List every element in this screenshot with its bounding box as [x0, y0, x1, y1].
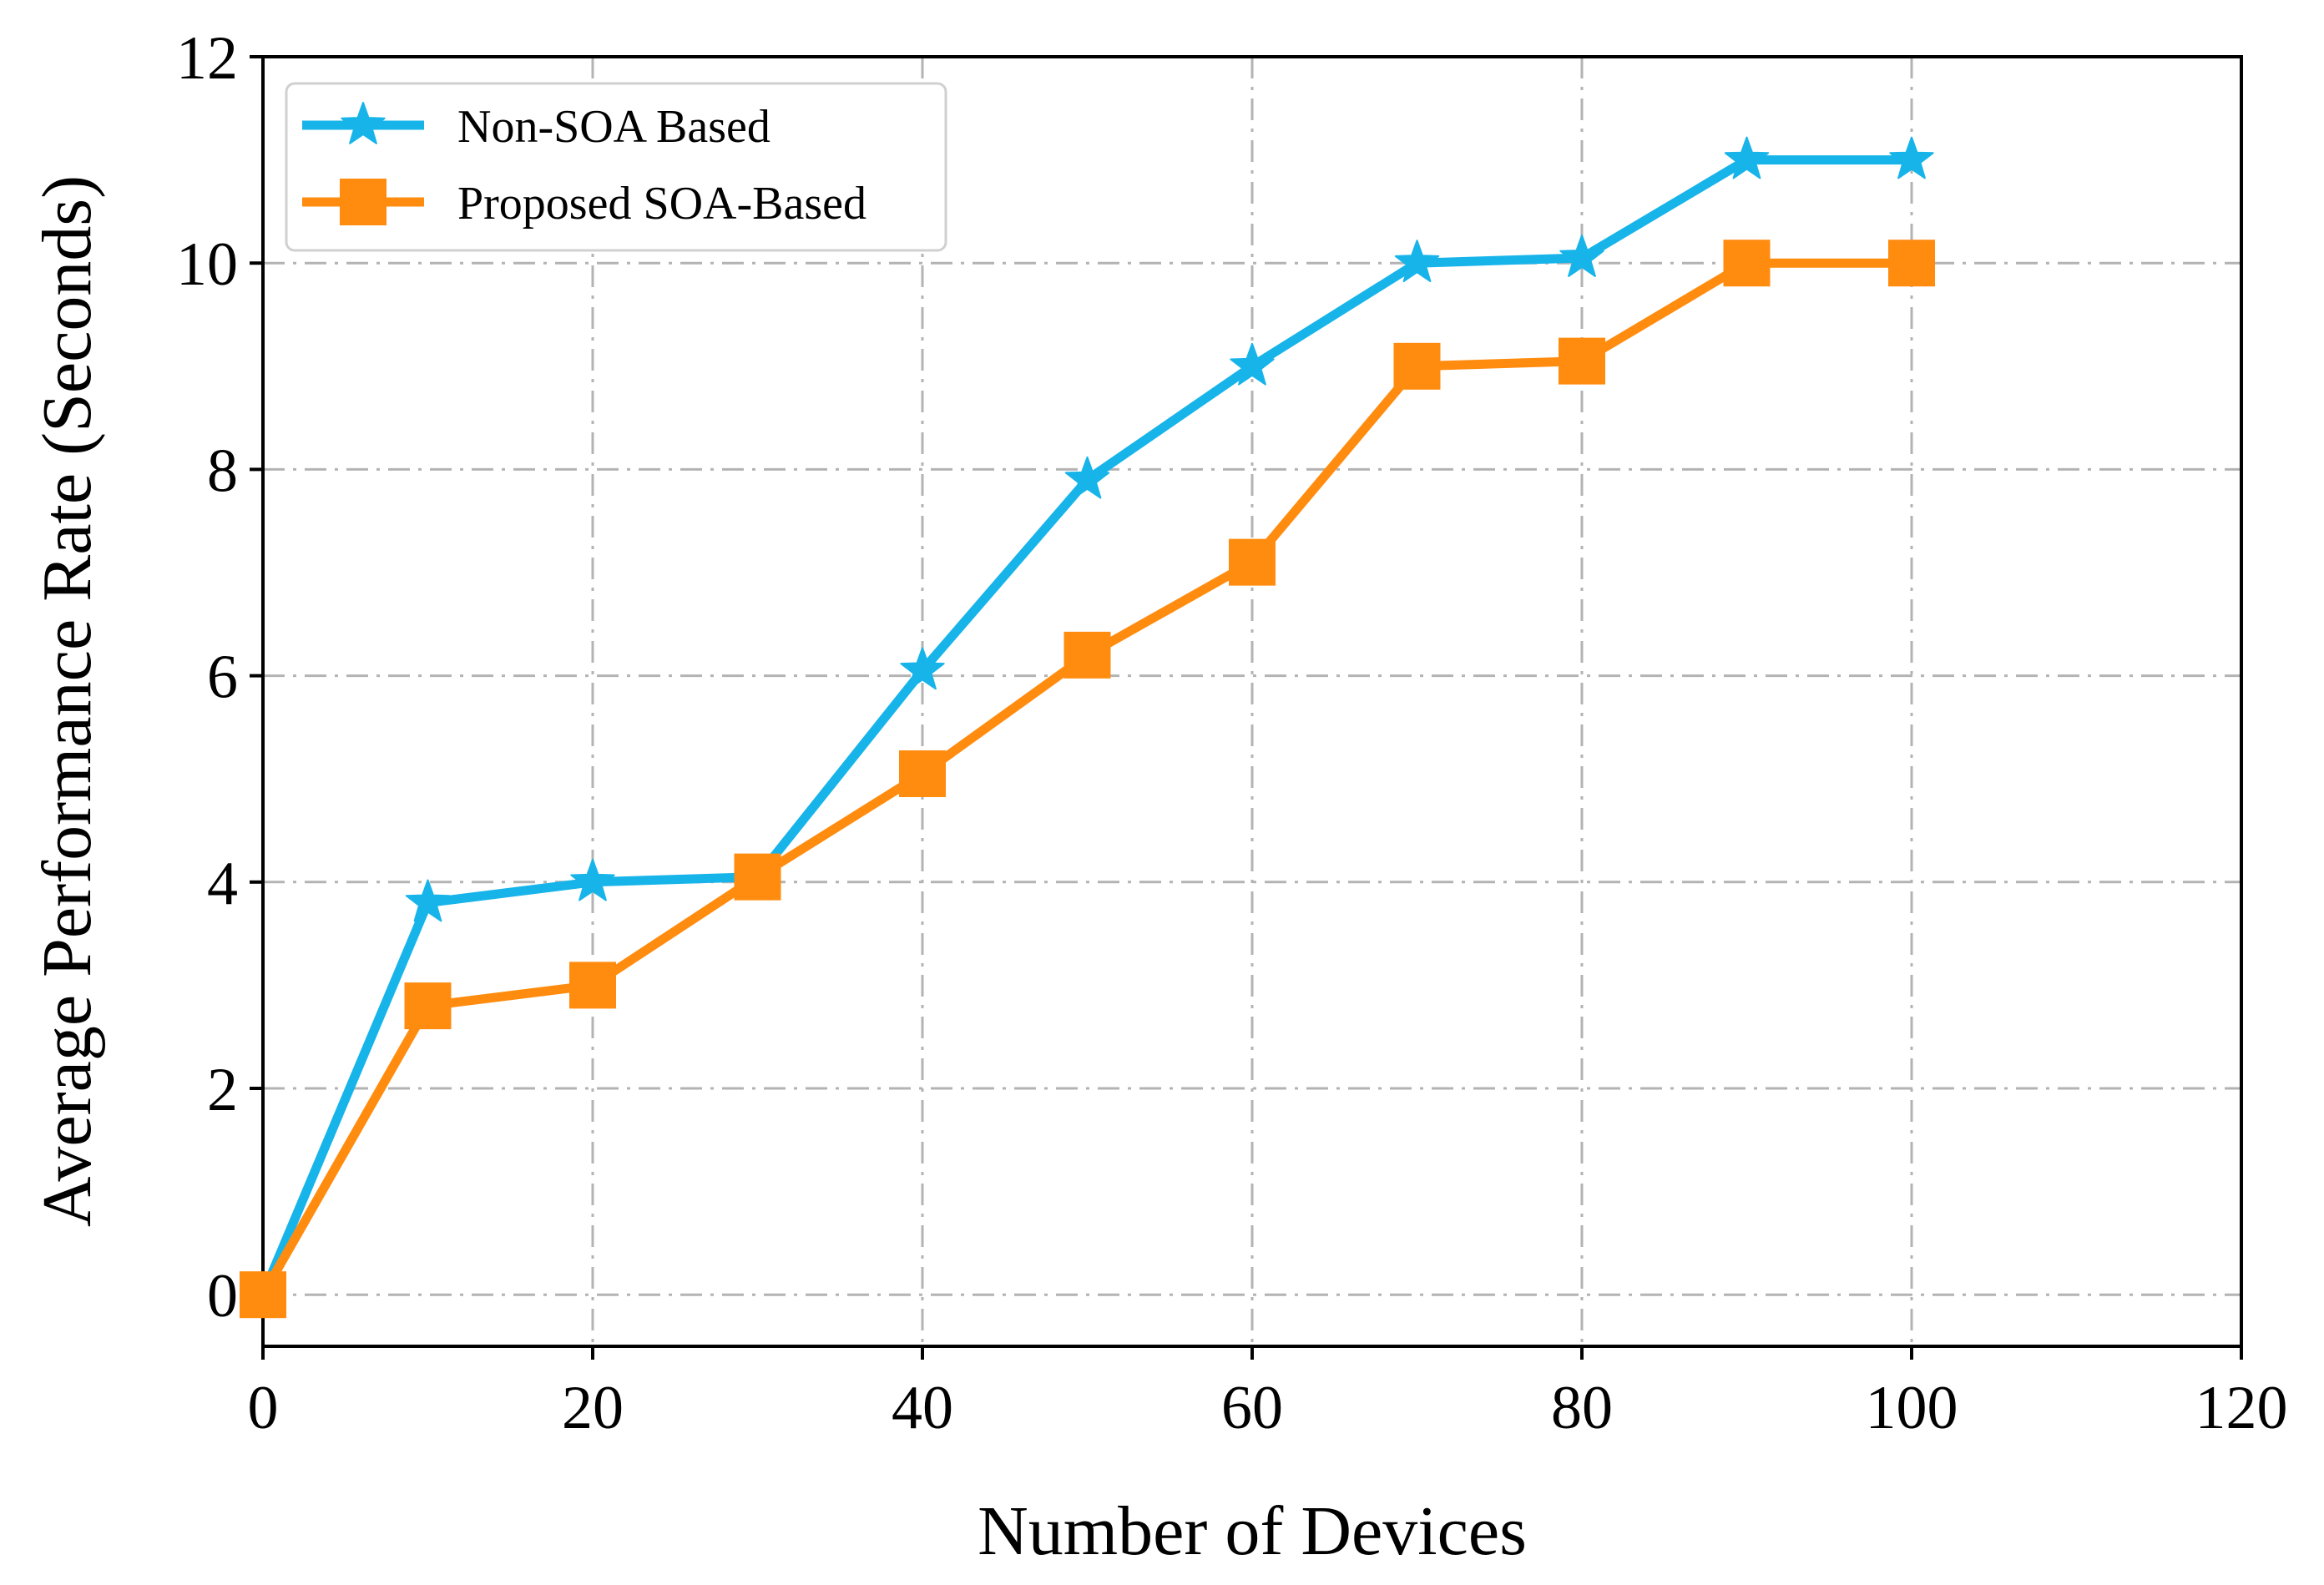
legend-marker [340, 179, 386, 225]
series-group [240, 136, 1935, 1319]
legend-label-soa: Proposed SOA-Based [457, 178, 866, 230]
y-tick-label: 2 [207, 1056, 238, 1124]
x-tick-label: 40 [892, 1374, 953, 1442]
y-tick-label: 4 [207, 850, 238, 918]
y-tick-label: 10 [176, 230, 238, 299]
data-point [404, 982, 452, 1030]
series-line [258, 155, 1917, 1300]
data-point [1394, 240, 1440, 282]
legend-swatch-soa [302, 179, 424, 225]
data-point [1229, 538, 1276, 586]
x-tick-label: 0 [248, 1374, 279, 1442]
data-point [734, 853, 781, 901]
legend-swatch-non-soa [302, 102, 424, 144]
series-soa [240, 240, 1935, 1319]
x-tick-label: 100 [1866, 1374, 1958, 1442]
x-tick-label: 60 [1221, 1374, 1283, 1442]
y-tick-label: 8 [207, 437, 238, 505]
axis-ticks: 0 20 40 60 80 100 120 0 2 4 6 8 10 12 [176, 24, 2288, 1442]
series-line [258, 258, 1917, 1300]
data-point [1724, 136, 1770, 179]
data-point [1723, 240, 1771, 287]
data-point [1393, 342, 1441, 390]
x-axis-title: Number of Devices [978, 1492, 1527, 1570]
data-point [569, 962, 616, 1009]
legend-label-non-soa: Non-SOA Based [457, 101, 770, 153]
x-tick-label: 80 [1551, 1374, 1613, 1442]
x-tick-label: 20 [562, 1374, 624, 1442]
legend-marker [341, 102, 386, 144]
legend-box [285, 82, 947, 252]
data-point [1889, 136, 1934, 179]
data-point [1559, 337, 1605, 385]
y-tick-label: 0 [207, 1262, 238, 1330]
data-point [570, 858, 615, 901]
data-point [405, 879, 451, 922]
legend: Non-SOA Based Proposed SOA-Based [285, 82, 947, 252]
data-point [1559, 235, 1604, 277]
data-point [1063, 631, 1111, 679]
data-point [1230, 342, 1275, 386]
x-tick-label: 120 [2195, 1374, 2288, 1442]
data-point [899, 750, 946, 798]
y-axis-title: Average Performance Rate (Seconds) [28, 175, 106, 1227]
series-non-soa [240, 136, 1934, 1314]
y-tick-label: 6 [207, 644, 238, 712]
data-point [1064, 456, 1110, 499]
data-point [1888, 240, 1935, 287]
y-tick-label: 12 [176, 24, 238, 93]
data-point [240, 1271, 286, 1319]
data-point [900, 647, 945, 690]
